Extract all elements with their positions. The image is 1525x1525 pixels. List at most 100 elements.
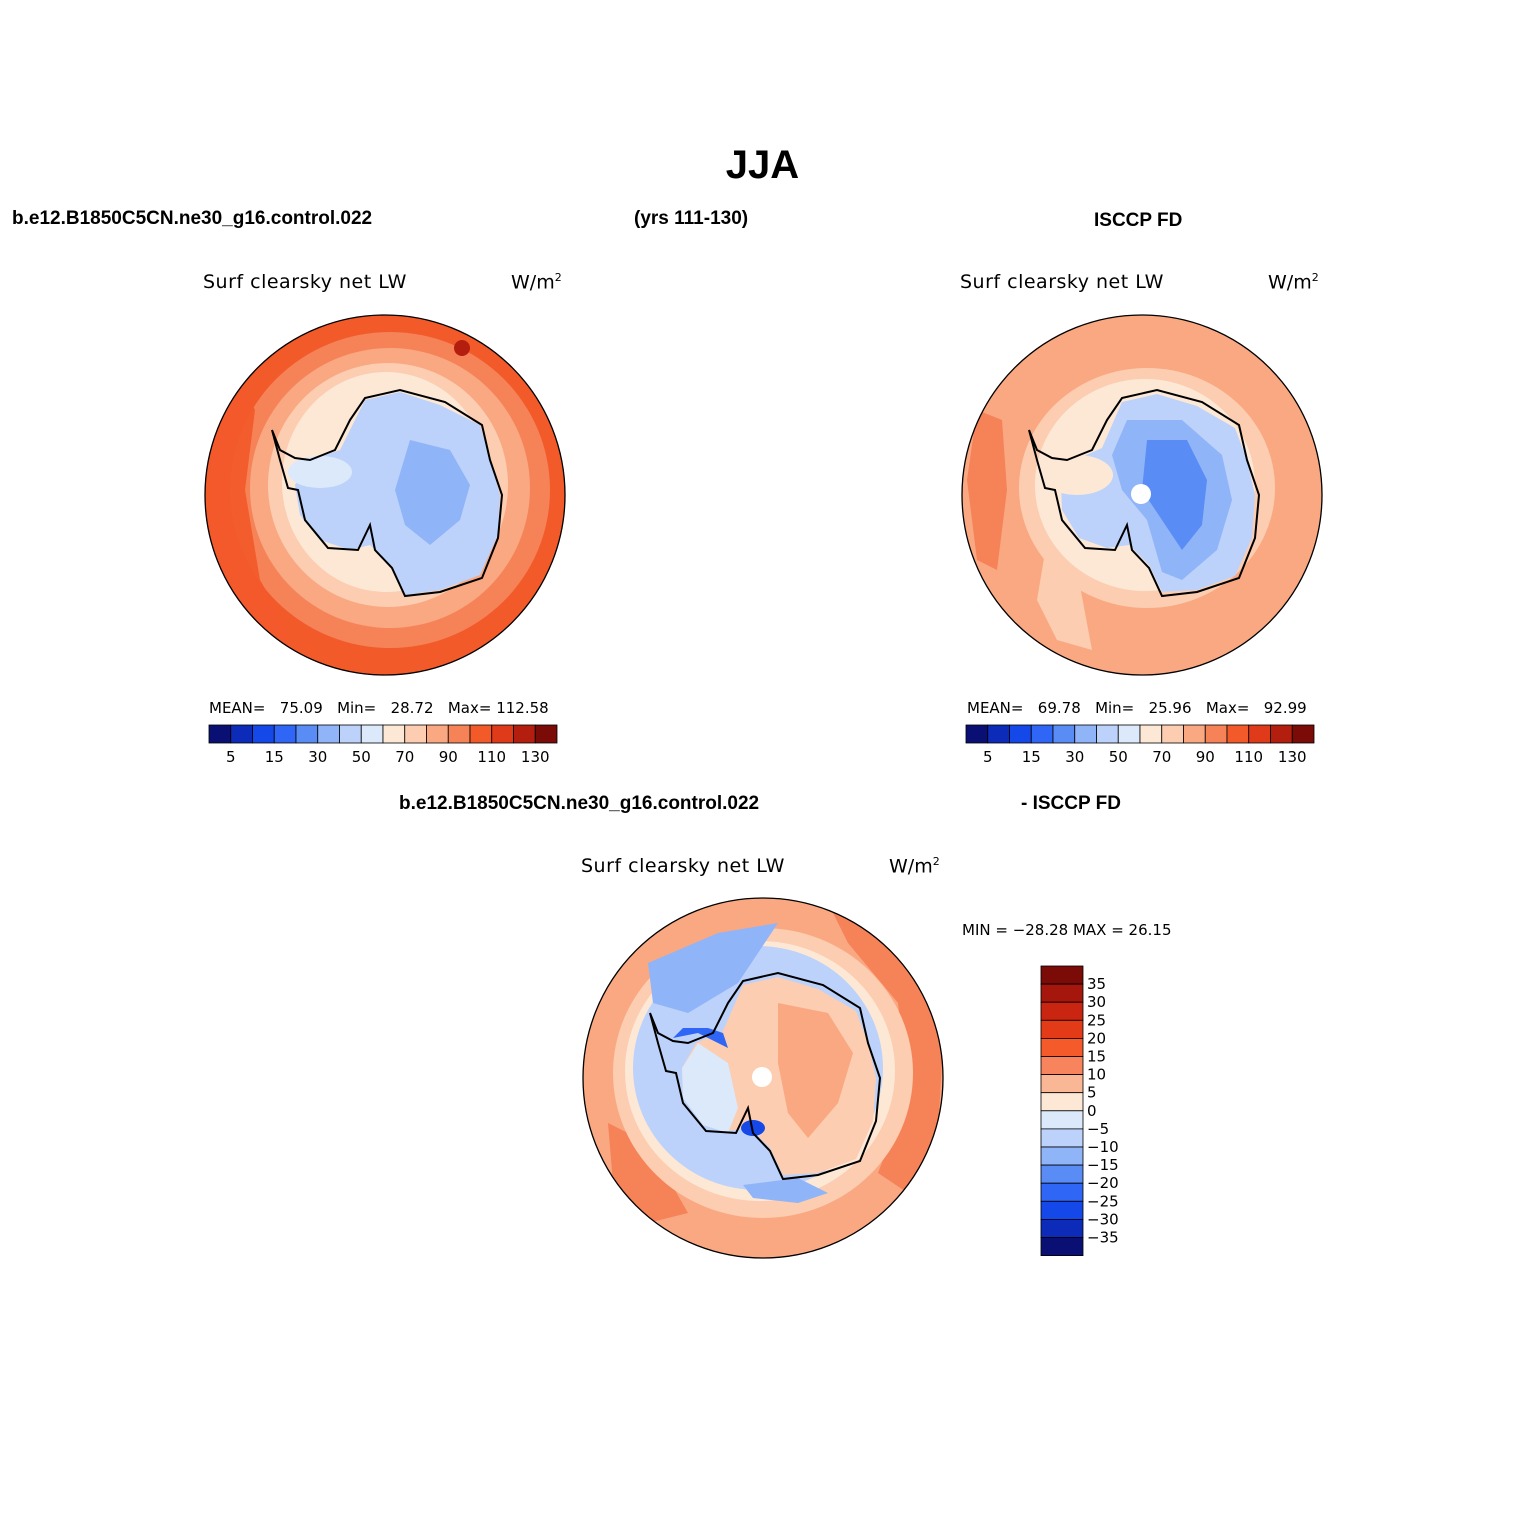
obs-colorbar-swatch [987,724,1010,744]
diff-colorbar-swatch [1040,1110,1084,1130]
obs-colorbar-tick-label: 90 [1196,748,1215,766]
diff-map-title: Surf clearsky net LW [581,855,785,877]
diff-coastline [649,971,882,1181]
diff-colorbar-swatch [1040,1038,1084,1057]
obs-colorbar: 5 15 30 50 70 90 110 130 [965,724,1315,766]
diff-colorbar-swatch [1040,1182,1084,1202]
model-field-max [454,340,470,356]
model-colorbar-swatch [426,724,449,744]
model-colorbar-swatch [317,724,340,744]
diff-case-name-label: b.e12.B1850C5CN.ne30_g16.control.022 [399,793,760,814]
obs-map-border [961,314,1323,676]
case-name-label: b.e12.B1850C5CN.ne30_g16.control.022 [12,208,373,229]
model-colorbar: 5 15 30 50 70 90 110 130 [208,724,558,766]
diff-colorbar-swatch [1040,1237,1084,1257]
model-colorbar-tick-label: 130 [521,748,550,766]
obs-colorbar-swatch [1139,724,1163,744]
model-map-border [204,314,566,676]
obs-colorbar-swatch [1030,724,1054,744]
diff-colorbar-swatch [1040,1074,1084,1094]
obs-field-peninsula [1041,455,1113,495]
model-colorbar-swatch [404,724,427,744]
model-colorbar-swatch [295,724,319,744]
obs-colorbar-swatch [1009,724,1032,744]
diff-field-neg-northwest [648,923,778,1013]
obs-colorbar-swatch [1248,724,1271,744]
obs-colorbar-swatch [1226,724,1250,744]
model-colorbar-tick-label: 15 [265,748,284,766]
obs-field-interior-min [1142,440,1207,550]
model-colorbar-tick-label: 50 [352,748,371,766]
obs-colorbar-swatch [1117,724,1141,744]
diff-colorbar-tick-label: 35 [1087,975,1106,993]
obs-stats: MEAN= 69.78 Min= 25.96 Max= 92.99 [967,699,1307,717]
diff-colorbar-swatch [1040,965,1084,985]
obs-pole-hole [1131,484,1151,504]
obs-field-band-south [1037,540,1092,650]
obs-name-label: ISCCP FD [1094,210,1183,231]
diff-field-interior-high [778,1003,853,1138]
diff-colorbar-swatch [1040,1128,1084,1148]
model-field-high-west [208,370,295,650]
obs-colorbar-tick-label: 30 [1065,748,1084,766]
model-polar-map [204,314,566,676]
diff-units: W/m2 [889,855,940,878]
diff-colorbar-swatch [1040,1164,1084,1184]
diff-colorbar-tick-label: 0 [1087,1102,1097,1120]
model-field-interior-low [395,440,470,545]
obs-colorbar-tick-label: 5 [983,748,993,766]
diff-colorbar-swatch [1040,1200,1084,1220]
diff-colorbar-swatch [1040,1019,1084,1039]
obs-coastline [1028,388,1261,598]
diff-colorbar-tick-label: 5 [1087,1084,1097,1102]
diff-obs-name-label: - ISCCP FD [1021,793,1121,814]
model-field-peninsula [288,456,352,488]
diff-colorbar-tick-label: −30 [1087,1210,1119,1228]
model-colorbar-swatch [534,724,558,744]
diff-colorbar-swatch [1040,1056,1084,1076]
obs-colorbar-swatch [1204,724,1228,744]
obs-colorbar-swatch [1161,724,1184,744]
diff-colorbar-tick-label: −15 [1087,1156,1119,1174]
obs-colorbar-tick-label: 15 [1022,748,1041,766]
diff-colorbar-tick-label: 30 [1087,993,1106,1011]
obs-colorbar-swatch [1096,724,1119,744]
model-colorbar-swatch [382,724,406,744]
obs-field-high-west [967,410,1007,570]
diff-colorbar-tick-label: −25 [1087,1192,1119,1210]
obs-colorbar-swatch [1074,724,1097,744]
model-stats: MEAN= 75.09 Min= 28.72 Max= 112.58 [209,699,549,717]
diff-colorbar-tick-label: −5 [1087,1120,1109,1138]
diff-map-border [582,897,944,1259]
model-colorbar-swatch [469,724,493,744]
obs-colorbar-tick-label: 70 [1152,748,1171,766]
obs-colorbar-swatch [965,724,989,744]
model-colorbar-tick-label: 5 [226,748,236,766]
obs-colorbar-swatch [1291,724,1315,744]
diff-colorbar-tick-label: −10 [1087,1138,1119,1156]
diff-colorbar-swatch [1040,1001,1084,1021]
obs-colorbar-swatch [1052,724,1076,744]
diff-field-interior-neutral [682,1043,738,1133]
model-colorbar-tick-label: 70 [395,748,414,766]
diff-colorbar-swatch [1040,983,1084,1003]
model-colorbar-swatch [230,724,253,744]
model-colorbar-tick-label: 90 [439,748,458,766]
obs-units: W/m2 [1268,271,1319,294]
diff-colorbar-tick-label: 15 [1087,1048,1106,1066]
diff-colorbar-tick-label: 20 [1087,1029,1106,1047]
model-colorbar-swatch [491,724,514,744]
obs-colorbar-tick-label: 130 [1278,748,1307,766]
model-colorbar-swatch [513,724,536,744]
diff-colorbar-tick-label: −35 [1087,1229,1119,1247]
model-colorbar-tick-label: 110 [477,748,506,766]
model-colorbar-tick-label: 30 [308,748,327,766]
diff-colorbar-swatch [1040,1218,1084,1238]
obs-map-title: Surf clearsky net LW [960,271,1164,293]
model-coastline [271,388,504,598]
diff-colorbar-tick-label: 10 [1087,1066,1106,1084]
years-label: (yrs 111-130) [634,208,749,229]
diff-field-min-peninsula [673,1028,728,1048]
diff-colorbar-swatch [1040,1092,1084,1112]
